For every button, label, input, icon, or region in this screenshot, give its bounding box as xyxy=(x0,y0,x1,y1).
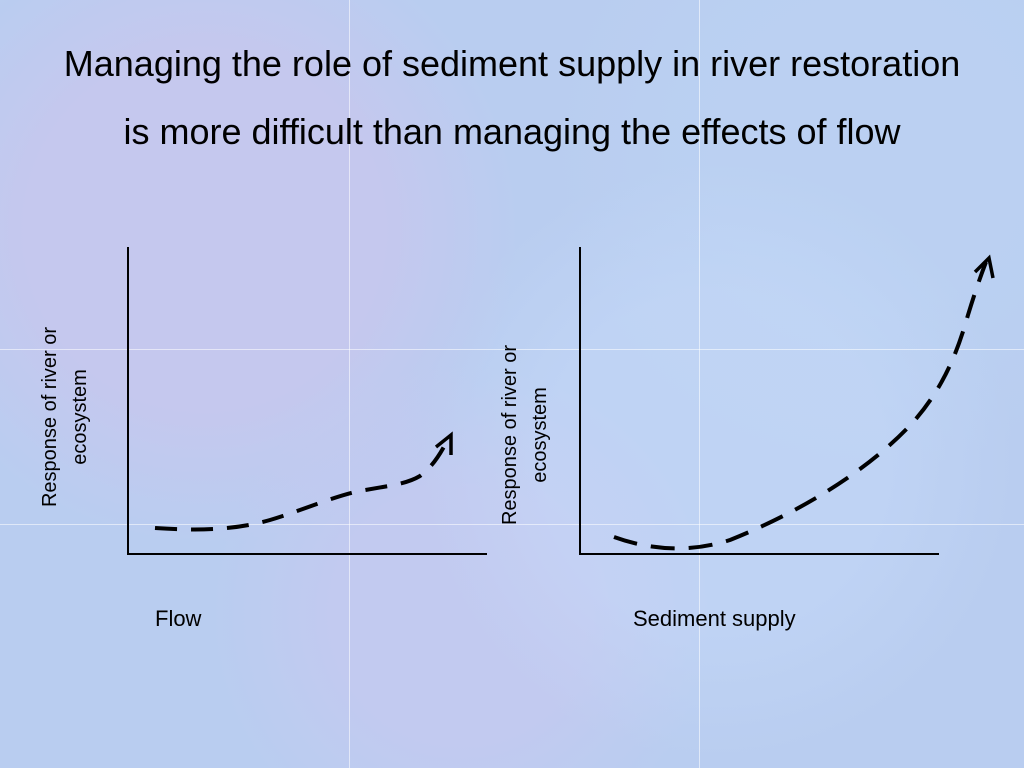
background-tile-seam xyxy=(0,524,1024,525)
sediment-curve-arrowhead-icon xyxy=(973,254,995,279)
x-axis-line xyxy=(127,553,487,555)
slide-title-line-2: is more difficult than managing the effe… xyxy=(123,111,901,152)
slide-title: Managing the role of sediment supply in … xyxy=(0,30,1024,166)
background-tile-seam xyxy=(0,349,1024,350)
x-axis-label: Flow xyxy=(155,606,202,631)
x-axis-label: Sediment supply xyxy=(633,606,796,631)
background-tile-seam xyxy=(699,0,700,768)
slide-title-line-1: Managing the role of sediment supply in … xyxy=(63,43,961,84)
sediment-response-curve xyxy=(613,261,988,551)
flow-response-curve xyxy=(154,438,450,532)
x-axis-line xyxy=(579,553,939,555)
y-axis-line xyxy=(127,247,129,555)
flow-curve-arrowhead-icon xyxy=(434,431,453,455)
y-axis-line xyxy=(579,247,581,555)
background-tile-seam xyxy=(349,0,350,768)
